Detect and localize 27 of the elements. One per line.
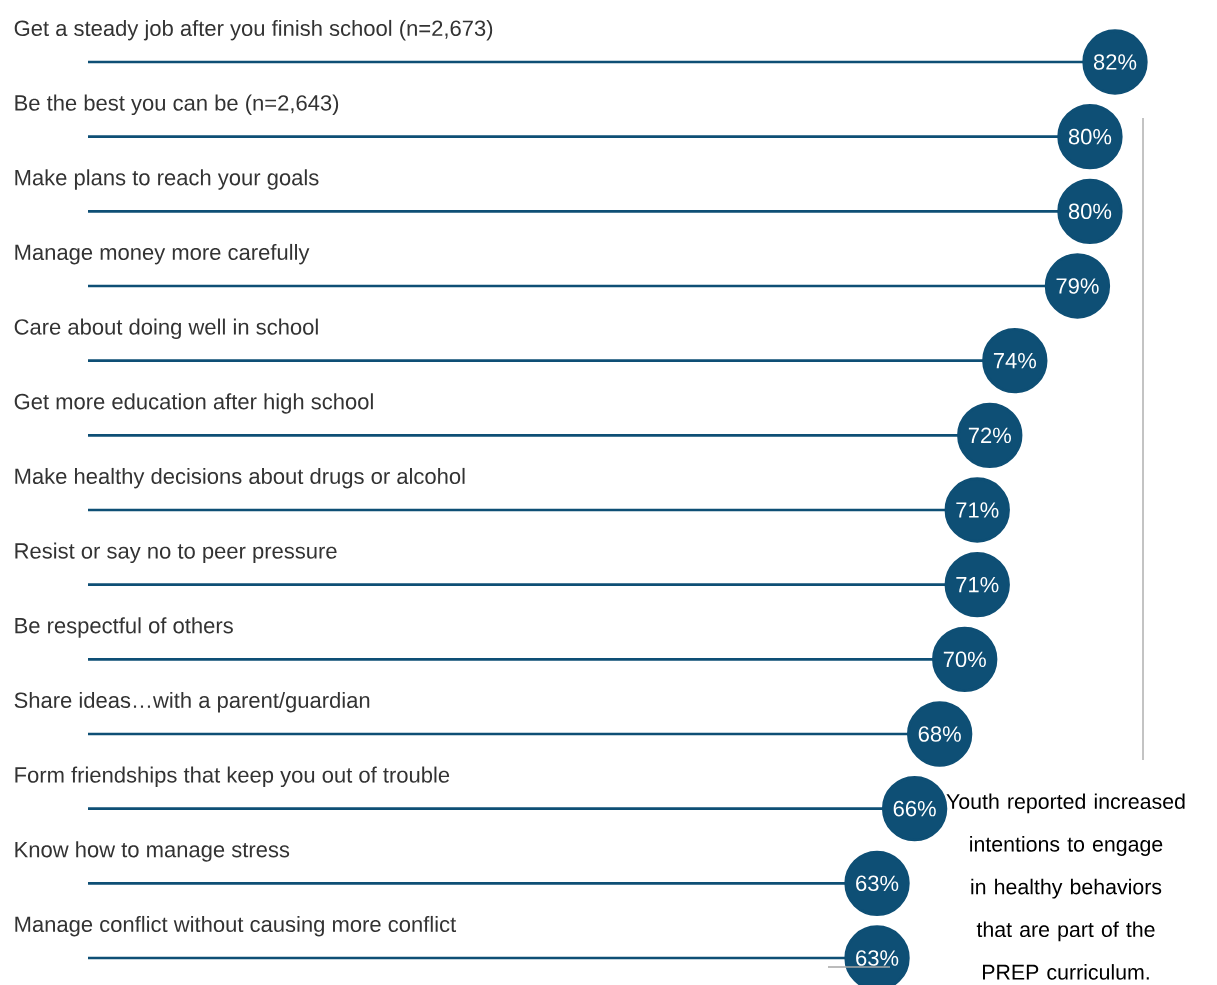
data-label: 66% (893, 800, 936, 817)
y-tick-label: Manage conflict without causing more conflict (15, 915, 457, 937)
y-tick-label: Get more education after high school (14, 393, 373, 414)
data-label: 70% (943, 651, 986, 668)
data-label: 71% (956, 502, 999, 518)
y-tick-label: Make healthy decisions about drugs or alcohol (15, 467, 465, 489)
y-tick-label: Resist or say no to peer pressure (15, 542, 337, 564)
y-tick-label: Be respectful of others (15, 617, 233, 638)
y-tick-label: Get a steady job after you finish school (n=2,673) (14, 19, 493, 41)
data-label: 63% (856, 950, 899, 966)
data-label: 68% (918, 726, 961, 742)
data-label: 71% (956, 576, 999, 593)
data-label: 79% (1056, 278, 1099, 294)
data-label: 80% (1068, 128, 1112, 145)
data-label: 82% (1093, 54, 1137, 70)
y-tick-label: Be the best you can be (n=2,643) (15, 94, 339, 116)
data-label: 72% (968, 427, 1011, 444)
data-label: 63% (856, 875, 899, 892)
y-tick-label: Share ideas…with a parent/guardian (14, 691, 370, 713)
annotation: Youth reported increased intentions to engage in healthy behaviors that are part of the PREP curriculum. (946, 793, 1185, 980)
y-tick-label: Know how to manage stress (15, 841, 290, 862)
y-tick-label: Care about doing well in school (14, 318, 318, 340)
y-tick-label: Form friendships that keep you out of trouble (15, 766, 450, 788)
data-label: 80% (1068, 203, 1112, 220)
y-tick-label: Make plans to reach your goals (15, 169, 319, 190)
y-tick-label: Manage money more carefully (15, 243, 310, 265)
data-label: 74% (993, 352, 1037, 369)
